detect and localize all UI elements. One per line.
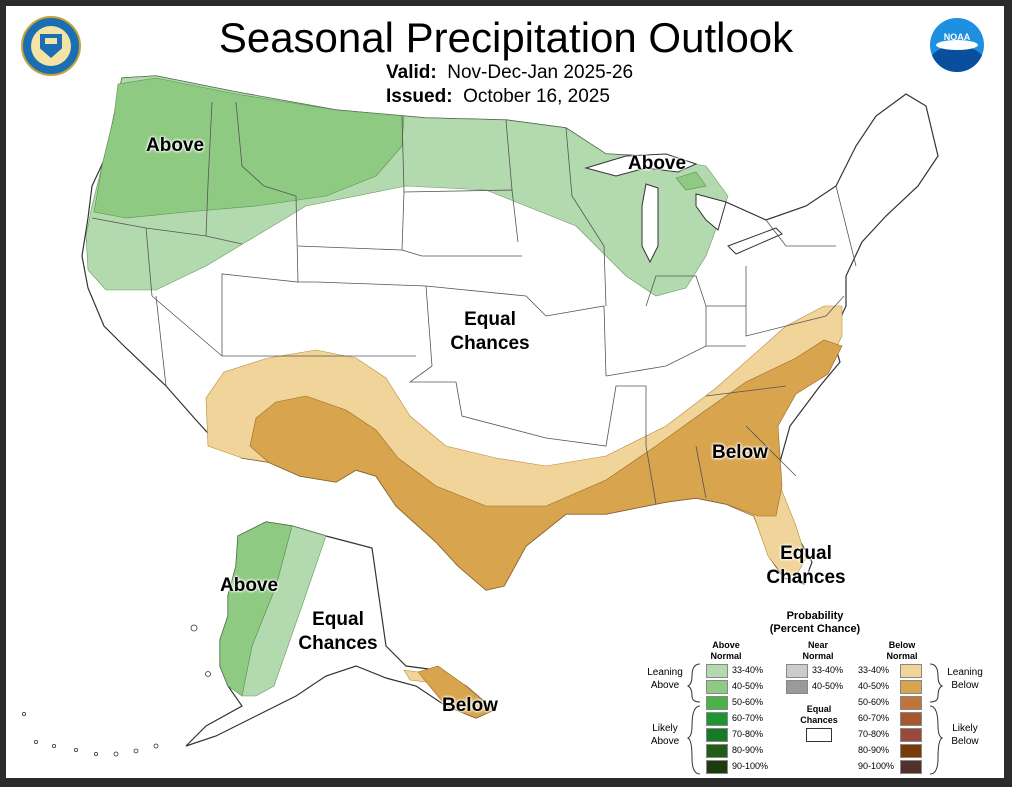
label-alaska-equal-line2: Chances (298, 633, 378, 654)
label-southeast-below: Below (712, 442, 768, 463)
legend-swatch-above-0 (706, 664, 728, 678)
below-40-50-region (249, 339, 843, 591)
legend-range-above-3: 60-70% (732, 713, 764, 723)
label-central-equal-line1: Equal (464, 309, 516, 330)
label-great-lakes-above: Above (628, 153, 687, 174)
legend-likely-below-line2: Below (951, 736, 979, 747)
legend-swatch-below-2 (900, 696, 922, 710)
legend-range-above-4: 70-80% (732, 729, 764, 739)
noaa-text: NOAA (943, 32, 971, 42)
legend-leaning-below-line2: Below (951, 680, 979, 691)
legend-swatch-near-0 (786, 664, 808, 678)
legend-swatch-equal (806, 728, 832, 742)
alaska-below-region (417, 665, 495, 719)
legend-leaning-below-line1: Leaning (947, 667, 983, 678)
legend-swatch-below-5 (900, 744, 922, 758)
legend-range-near-0: 33-40% (812, 665, 844, 675)
lake-superior (584, 153, 698, 177)
legend-likely-above: Likely Above (642, 722, 688, 748)
legend-below-header-line1: Below (888, 640, 916, 650)
issued-label: Issued: (386, 86, 453, 107)
above-40-50-northwest-region (93, 77, 405, 219)
alaska-below-leaning-region (403, 669, 427, 683)
valid-label: Valid: (386, 62, 437, 83)
legend-range-above-0: 33-40% (732, 665, 764, 675)
map-title: Seasonal Precipitation Outlook (218, 14, 794, 61)
legend-range-above-1: 40-50% (732, 681, 764, 691)
noaa-logo-icon: NOAA (930, 18, 984, 72)
legend-leaning-below: Leaning Below (942, 666, 988, 692)
legend-range-below-5: 80-90% (858, 745, 890, 755)
issued-value: October 16, 2025 (463, 86, 610, 107)
label-central-equal: Equal Chances (442, 308, 538, 356)
label-florida-equal-line2: Chances (766, 567, 846, 588)
legend-above-header-line2: Normal (710, 651, 742, 661)
issued-line: Issued: October 16, 2025 (386, 86, 610, 108)
valid-value: Nov-Dec-Jan 2025-26 (447, 62, 634, 83)
legend-swatch-above-4 (706, 728, 728, 742)
label-alaska-equal-line1: Equal (312, 609, 364, 630)
legend-braces (686, 663, 944, 775)
legend-swatch-below-1 (900, 680, 922, 694)
legend-above-header-line1: Above (712, 640, 740, 650)
label-alaska-above: Above (220, 575, 279, 596)
legend-leaning-above: Leaning Above (642, 666, 688, 692)
valid-line: Valid: Nov-Dec-Jan 2025-26 (386, 62, 633, 84)
legend-likely-below: Likely Below (942, 722, 988, 748)
legend-near-header: Near Normal (798, 640, 838, 662)
legend-range-below-0: 33-40% (858, 665, 890, 675)
legend-range-below-2: 50-60% (858, 697, 890, 707)
doc-seal-icon (21, 16, 81, 76)
legend-title-line2: (Percent Chance) (769, 623, 861, 635)
label-florida-equal: Equal Chances (758, 542, 854, 590)
legend-likely-below-line1: Likely (952, 723, 978, 734)
legend-above-header: Above Normal (706, 640, 746, 662)
legend-swatch-above-3 (706, 712, 728, 726)
legend-swatch-near-1 (786, 680, 808, 694)
legend-swatch-above-5 (706, 744, 728, 758)
legend-title-line1: Probability (786, 610, 844, 622)
legend-swatch-below-3 (900, 712, 922, 726)
label-florida-equal-line1: Equal (780, 543, 832, 564)
lake-michigan (641, 183, 659, 264)
legend-title: Probability (Percent Chance) (750, 610, 880, 636)
legend-range-above-6: 90-100% (732, 761, 769, 771)
legend-near-header-line2: Normal (802, 651, 834, 661)
legend-range-below-4: 70-80% (858, 729, 890, 739)
legend-equal-chances: Equal Chances (794, 704, 844, 726)
legend-likely-above-line2: Above (650, 736, 680, 747)
legend-range-above-5: 80-90% (732, 745, 764, 755)
legend-below-header-line2: Normal (886, 651, 918, 661)
above-40-50-michigan-region (675, 171, 707, 191)
legend-leaning-above-line2: Above (650, 680, 680, 691)
legend-equal-chances-line1: Equal (806, 704, 832, 714)
legend-swatch-below-4 (900, 728, 922, 742)
label-northwest-above: Above (146, 135, 205, 156)
legend-swatch-above-2 (706, 696, 728, 710)
label-central-equal-line2: Chances (450, 333, 530, 354)
legend-likely-above-line1: Likely (652, 723, 678, 734)
legend-swatch-above-1 (706, 680, 728, 694)
legend-range-near-1: 40-50% (812, 681, 844, 691)
legend-below-header: Below Normal (882, 640, 922, 662)
state-boundaries (91, 101, 857, 505)
label-alaska-equal: Equal Chances (288, 608, 388, 656)
outlook-map-frame: NOAA Seasonal Precipitation Outlook Vali… (6, 6, 1004, 778)
legend-range-below-1: 40-50% (858, 681, 890, 691)
legend-leaning-above-line1: Leaning (647, 667, 683, 678)
legend-swatch-below-6 (900, 760, 922, 774)
legend-swatch-above-6 (706, 760, 728, 774)
legend-range-below-6: 90-100% (858, 761, 895, 771)
alaska-above-40-50-region (219, 521, 293, 697)
lake-erie (727, 227, 783, 255)
lake-huron (695, 193, 727, 231)
legend-swatch-below-0 (900, 664, 922, 678)
legend-range-above-2: 50-60% (732, 697, 764, 707)
legend-equal-chances-line2: Chances (800, 715, 838, 725)
precipitation-map (21, 75, 939, 757)
legend-range-below-3: 60-70% (858, 713, 890, 723)
legend-near-header-line1: Near (807, 640, 828, 650)
label-alaska-below: Below (442, 695, 498, 716)
aleutian-islands (21, 624, 211, 757)
